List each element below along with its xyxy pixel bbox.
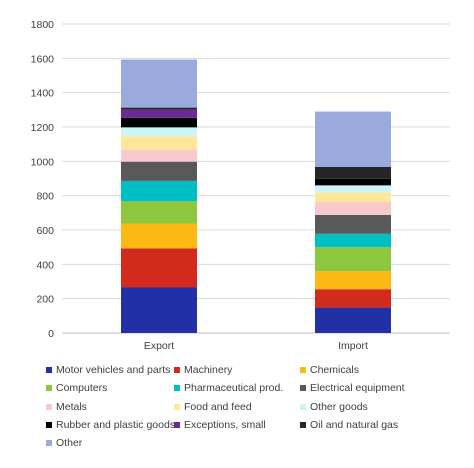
y-tick-label: 1600 (31, 53, 55, 65)
bar-segment (315, 166, 391, 179)
bar-segment (121, 136, 197, 150)
bar-segment (121, 287, 197, 333)
legend-item: Exceptions, small (174, 419, 300, 431)
legend-swatch (46, 422, 52, 429)
legend-item: Machinery (174, 364, 300, 376)
legend-swatch (300, 422, 306, 429)
legend-row: Computers Pharmaceutical prod. Electrical … (46, 379, 466, 397)
bar-segment (315, 185, 391, 193)
legend-label: Pharmaceutical prod. (184, 382, 284, 395)
legend-swatch (46, 367, 52, 374)
legend-item: Oil and natural gas (300, 419, 466, 431)
legend-label: Rubber and plastic goods (56, 419, 176, 432)
bar-segment (121, 161, 197, 181)
bar-segment (121, 149, 197, 162)
y-tick-label: 800 (36, 191, 54, 203)
y-tick-label: 1400 (31, 88, 55, 100)
y-tick-label: 0 (48, 328, 54, 340)
stacked-bar-chart: 0 200 400 600 800 1000 1200 1400 1600 1800 Export… (31, 19, 450, 352)
bar-segment (121, 117, 197, 128)
bar-segment (121, 59, 197, 108)
bar-segment (315, 307, 391, 333)
legend-label: Exceptions, small (184, 419, 266, 432)
bar-segment (121, 127, 197, 137)
legend-item: Electrical equipment (300, 382, 466, 394)
legend-item: Food and feed (174, 401, 300, 413)
bars (121, 59, 391, 333)
legend-label: Chemicals (310, 364, 360, 377)
y-tick-label: 1200 (31, 122, 55, 134)
bar-segment (121, 109, 197, 118)
y-tick-label: 1800 (31, 19, 55, 31)
legend-label: Metals (56, 400, 87, 413)
gridlines (62, 23, 450, 334)
legend-label: Electrical equipment (310, 382, 405, 395)
legend-item: Other goods (300, 401, 466, 413)
legend-swatch (46, 440, 52, 447)
legend-item: Pharmaceutical prod. (174, 382, 300, 394)
legend-swatch (174, 367, 180, 374)
legend-item: Chemicals (300, 364, 466, 376)
legend-row: Metals Food and feed Other goods (46, 398, 466, 416)
bar-segment (315, 233, 391, 248)
bar-segment (121, 201, 197, 224)
bar-segment (315, 271, 391, 290)
legend-item: Computers (46, 382, 174, 394)
legend: Motor vehicles and parts Machinery Chemica… (46, 361, 466, 452)
legend-label: Computers (56, 382, 108, 395)
legend-item: Motor vehicles and parts (46, 364, 174, 376)
legend-label: Machinery (184, 364, 233, 377)
bar-segment (315, 247, 391, 272)
bar-segment (315, 192, 391, 203)
legend-label: Food and feed (184, 400, 252, 413)
x-tick-label: Import (338, 340, 368, 352)
legend-item: Rubber and plastic goods (46, 419, 176, 432)
legend-label: Other (56, 437, 83, 450)
legend-label: Oil and natural gas (310, 419, 399, 432)
bar-segment (315, 202, 391, 215)
y-tick-label: 1000 (31, 156, 55, 168)
legend-label: Other goods (310, 400, 368, 413)
legend-item: Other (46, 437, 174, 449)
y-axis: 0 200 400 600 800 1000 1200 1400 1600 1800 (31, 19, 55, 340)
legend-swatch (174, 422, 180, 429)
y-tick-label: 600 (36, 225, 54, 237)
legend-swatch (300, 367, 306, 374)
bar-segment (315, 111, 391, 167)
legend-swatch (46, 403, 52, 410)
bar-segment (315, 178, 391, 186)
legend-swatch (174, 403, 180, 410)
bar-segment (121, 107, 197, 110)
legend-item: Metals (46, 401, 174, 413)
bar-segment (121, 223, 197, 249)
legend-swatch (300, 403, 306, 410)
bar-segment (121, 180, 197, 202)
legend-swatch (300, 385, 306, 392)
legend-row: Other (46, 434, 466, 452)
legend-swatch (46, 385, 52, 392)
x-tick-label: Export (144, 340, 174, 352)
bar-segment (315, 289, 391, 308)
x-axis: Export Import (144, 340, 368, 352)
legend-row: Rubber and plastic goods Exceptions, smal… (46, 416, 466, 434)
bar-segment (121, 248, 197, 288)
legend-label: Motor vehicles and parts (56, 364, 171, 377)
bar-segment (315, 214, 391, 234)
y-tick-label: 400 (36, 259, 54, 271)
legend-swatch (174, 385, 180, 392)
y-tick-label: 200 (36, 294, 54, 306)
legend-row: Motor vehicles and parts Machinery Chemica… (46, 361, 466, 379)
